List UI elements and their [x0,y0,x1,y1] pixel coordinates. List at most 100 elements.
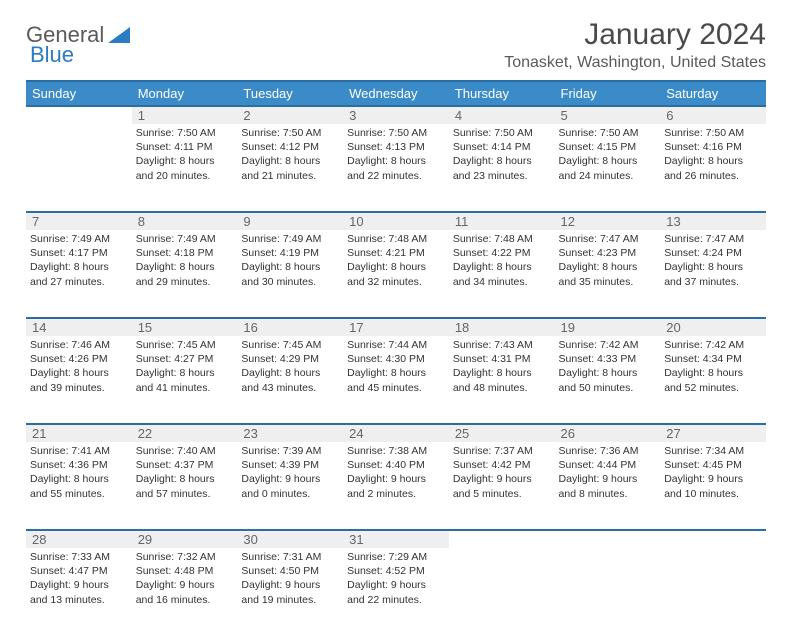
weekday-header: Tuesday [237,81,343,106]
daylight-text: Daylight: 8 hours [241,367,320,379]
daylight-text: and 22 minutes. [347,594,422,606]
day-details: Sunrise: 7:43 AMSunset: 4:31 PMDaylight:… [453,336,551,395]
daylight-text: Daylight: 8 hours [136,367,215,379]
day-content-row: Sunrise: 7:41 AMSunset: 4:36 PMDaylight:… [26,442,766,530]
sunrise-text: Sunrise: 7:47 AM [664,233,744,245]
sunrise-text: Sunrise: 7:32 AM [136,551,216,563]
sunset-text: Sunset: 4:29 PM [241,353,319,365]
sunset-text: Sunset: 4:33 PM [559,353,637,365]
sunrise-text: Sunrise: 7:29 AM [347,551,427,563]
day-details: Sunrise: 7:44 AMSunset: 4:30 PMDaylight:… [347,336,445,395]
sunset-text: Sunset: 4:13 PM [347,141,425,153]
daylight-text: Daylight: 8 hours [347,367,426,379]
day-details: Sunrise: 7:50 AMSunset: 4:16 PMDaylight:… [664,124,762,183]
day-cell: Sunrise: 7:42 AMSunset: 4:33 PMDaylight:… [555,336,661,424]
daylight-text: and 0 minutes. [241,488,310,500]
day-cell: Sunrise: 7:45 AMSunset: 4:29 PMDaylight:… [237,336,343,424]
daylight-text: Daylight: 9 hours [347,579,426,591]
day-cell: Sunrise: 7:47 AMSunset: 4:24 PMDaylight:… [660,230,766,318]
logo-triangle-icon [108,27,130,43]
sunrise-text: Sunrise: 7:49 AM [136,233,216,245]
day-details: Sunrise: 7:45 AMSunset: 4:27 PMDaylight:… [136,336,234,395]
day-number [449,530,555,548]
day-details: Sunrise: 7:48 AMSunset: 4:22 PMDaylight:… [453,230,551,289]
day-cell: Sunrise: 7:38 AM Sunset: 4:40 PM Daylight:… [343,442,449,530]
sunset-text: Sunset: 4:24 PM [664,247,742,259]
daylight-text: and 5 minutes. [453,488,522,500]
daylight-text: Daylight: 8 hours [453,367,532,379]
daylight-text: and 13 minutes. [30,594,105,606]
weekday-header: Wednesday [343,81,449,106]
day-cell: Sunrise: 7:44 AMSunset: 4:30 PMDaylight:… [343,336,449,424]
day-number: 7 [26,212,132,230]
day-cell: Sunrise: 7:49 AMSunset: 4:19 PMDaylight:… [237,230,343,318]
day-cell [26,124,132,212]
weekday-header: Monday [132,81,238,106]
daylight-text: Daylight: 8 hours [559,261,638,273]
sunrise-text: Sunrise: 7:42 AM [664,339,744,351]
day-cell: Sunrise: 7:50 AMSunset: 4:12 PMDaylight:… [237,124,343,212]
day-number: 19 [555,318,661,336]
day-cell [449,548,555,636]
day-number: 25 [449,424,555,442]
day-details: Sunrise: 7:50 AMSunset: 4:12 PMDaylight:… [241,124,339,183]
day-details: Sunrise: 7:29 AMSunset: 4:52 PMDaylight:… [347,548,445,607]
sunset-text: Sunset: 4:40 PM [347,459,425,471]
day-cell: Sunrise: 7:42 AMSunset: 4:34 PMDaylight:… [660,336,766,424]
daylight-text: Daylight: 9 hours [347,473,426,485]
day-number: 12 [555,212,661,230]
day-cell: Sunrise: 7:48 AMSunset: 4:21 PMDaylight:… [343,230,449,318]
sunrise-text: Sunrise: 7:45 AM [136,339,216,351]
daylight-text: Daylight: 9 hours [559,473,638,485]
day-number: 18 [449,318,555,336]
day-content-row: Sunrise: 7:33 AM Sunset: 4:47 PM Daylight:… [26,548,766,636]
day-cell: Sunrise: 7:48 AMSunset: 4:22 PMDaylight:… [449,230,555,318]
day-cell: Sunrise: 7:50 AMSunset: 4:16 PMDaylight:… [660,124,766,212]
daylight-text: Daylight: 9 hours [30,579,109,591]
sunrise-text: Sunrise: 7:38 AM [347,445,427,457]
day-number-row: 28293031 [26,530,766,548]
day-cell: Sunrise: 7:49 AMSunset: 4:18 PMDaylight:… [132,230,238,318]
sunrise-text: Sunrise: 7:48 AM [347,233,427,245]
sunrise-text: Sunrise: 7:39 AM [241,445,321,457]
day-number: 9 [237,212,343,230]
day-details: Sunrise: 7:38 AM Sunset: 4:40 PM Daylight:… [347,442,445,501]
daylight-text: and 22 minutes. [347,170,422,182]
daylight-text: Daylight: 8 hours [136,155,215,167]
day-cell: Sunrise: 7:50 AMSunset: 4:15 PMDaylight:… [555,124,661,212]
sunrise-text: Sunrise: 7:41 AM [30,445,110,457]
sunset-text: Sunset: 4:47 PM [30,565,108,577]
day-details: Sunrise: 7:47 AMSunset: 4:24 PMDaylight:… [664,230,762,289]
daylight-text: and 34 minutes. [453,276,528,288]
day-details: Sunrise: 7:48 AMSunset: 4:21 PMDaylight:… [347,230,445,289]
sunrise-text: Sunrise: 7:47 AM [559,233,639,245]
day-number: 20 [660,318,766,336]
day-number: 10 [343,212,449,230]
day-details: Sunrise: 7:37 AMSunset: 4:42 PMDaylight:… [453,442,551,501]
day-number: 21 [26,424,132,442]
day-number: 31 [343,530,449,548]
day-cell: Sunrise: 7:40 AMSunset: 4:37 PMDaylight:… [132,442,238,530]
daylight-text: and 20 minutes. [136,170,211,182]
daylight-text: and 50 minutes. [559,382,634,394]
day-details: Sunrise: 7:41 AMSunset: 4:36 PMDaylight:… [30,442,128,501]
daylight-text: Daylight: 8 hours [30,367,109,379]
day-details: Sunrise: 7:49 AMSunset: 4:19 PMDaylight:… [241,230,339,289]
weekday-header: Saturday [660,81,766,106]
daylight-text: and 21 minutes. [241,170,316,182]
day-cell: Sunrise: 7:50 AMSunset: 4:13 PMDaylight:… [343,124,449,212]
day-cell [555,548,661,636]
day-details: Sunrise: 7:50 AMSunset: 4:14 PMDaylight:… [453,124,551,183]
day-details: Sunrise: 7:49 AMSunset: 4:17 PMDaylight:… [30,230,128,289]
sunrise-text: Sunrise: 7:50 AM [664,127,744,139]
day-cell: Sunrise: 7:50 AMSunset: 4:11 PMDaylight:… [132,124,238,212]
day-number: 5 [555,106,661,124]
daylight-text: Daylight: 8 hours [664,155,743,167]
sunrise-text: Sunrise: 7:49 AM [30,233,110,245]
day-cell: Sunrise: 7:37 AMSunset: 4:42 PMDaylight:… [449,442,555,530]
daylight-text: and 52 minutes. [664,382,739,394]
daylight-text: Daylight: 9 hours [453,473,532,485]
daylight-text: and 57 minutes. [136,488,211,500]
day-cell: Sunrise: 7:41 AMSunset: 4:36 PMDaylight:… [26,442,132,530]
sunrise-text: Sunrise: 7:33 AM [30,551,110,563]
